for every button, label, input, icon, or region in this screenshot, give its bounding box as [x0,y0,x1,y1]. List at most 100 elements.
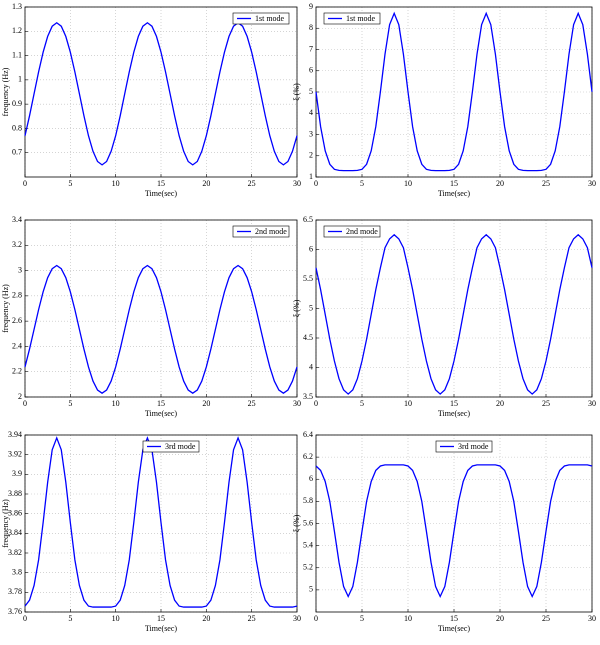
x-tick-label: 10 [112,179,120,188]
x-axis-label: Time(sec) [438,409,470,418]
x-tick-label: 0 [23,179,27,188]
y-tick-label: 0.7 [12,148,22,157]
x-tick-label: 5 [360,179,364,188]
legend-label: 1st mode [255,14,285,23]
x-tick-label: 20 [496,399,504,408]
legend-box [323,225,381,238]
y-tick-label: 6 [309,66,313,75]
x-tick-label: 30 [588,614,596,623]
y-tick-label: 5.2 [303,563,313,572]
y-tick-label: 3.76 [8,607,22,616]
y-axis-label: frequency (Hz) [1,67,10,116]
y-tick-label: 6.4 [303,430,313,439]
x-axis-label: Time(sec) [438,624,470,633]
legend-label: 3rd mode [165,442,196,451]
x-tick-label: 25 [542,399,550,408]
x-tick-label: 25 [248,614,256,623]
y-tick-label: 6 [309,474,313,483]
x-tick-label: 0 [23,399,27,408]
x-tick-label: 10 [404,179,412,188]
x-tick-label: 10 [112,399,120,408]
data-line [315,464,593,599]
y-tick-label: 2 [309,151,313,160]
legend-label: 3rd mode [458,442,489,451]
y-tick-label: 3 [309,129,313,138]
data-line [24,436,298,608]
axes-frame [24,6,298,178]
x-axis-label: Time(sec) [145,189,177,198]
subplot: 0 5 10 15 20 25 30 2 2.2 2.4 2.6 2.8 3 3.2 3.4 Time(sec… [1,215,301,418]
y-tick-label: 8 [309,23,313,32]
x-tick-label: 10 [404,614,412,623]
y-tick-label: 2.6 [12,316,22,325]
y-tick-label: 1.1 [12,50,22,59]
x-tick-label: 25 [248,179,256,188]
axes-frame [315,434,593,613]
y-tick-label: 3.8 [12,567,22,576]
y-tick-label: 1.3 [12,2,22,11]
x-tick-label: 25 [542,614,550,623]
x-tick-label: 30 [293,399,301,408]
y-tick-label: 5.8 [303,496,313,505]
y-tick-label: 2.4 [12,341,22,350]
x-tick-label: 20 [496,179,504,188]
legend-label: 2nd mode [346,227,378,236]
data-line [315,233,593,395]
data-line [24,21,298,166]
legend-box [232,12,290,25]
y-tick-label: 5 [309,303,313,312]
legend-box [435,440,493,453]
subplot: 0 5 10 15 20 25 30 0.7 0.8 0.9 1 1.1 1.2 1.3 Time(sec)… [1,2,301,198]
y-axis-label: ξ (%) [292,299,301,317]
x-tick-label: 5 [68,179,72,188]
x-tick-label: 5 [360,614,364,623]
x-tick-label: 15 [157,179,165,188]
y-tick-label: 3.94 [8,430,22,439]
x-tick-label: 5 [68,614,72,623]
legend-box [323,12,381,25]
x-tick-label: 0 [314,179,318,188]
y-tick-label: 9 [309,2,313,11]
x-tick-label: 20 [202,179,210,188]
legend-box [142,440,200,453]
y-tick-label: 6.2 [303,452,313,461]
y-axis-label: ξ (%) [292,83,301,101]
data-line [315,11,593,172]
legend-box [232,225,290,238]
y-tick-label: 3.84 [8,528,22,537]
data-line [24,264,298,395]
y-tick-label: 7 [309,44,313,53]
legend-label: 2nd mode [255,227,287,236]
x-tick-label: 0 [314,614,318,623]
y-tick-label: 1 [309,172,313,181]
x-tick-label: 10 [404,399,412,408]
subplot: 0 5 10 15 20 25 30 5 5.2 5.4 5.6 5.8 6 6.2 6.4 Time(sec… [292,430,596,633]
axes-frame [24,219,298,398]
x-tick-label: 20 [496,614,504,623]
y-tick-label: 6 [309,244,313,253]
legend-label: 1st mode [346,14,376,23]
y-tick-label: 5 [309,87,313,96]
y-tick-label: 3.9 [12,469,22,478]
x-tick-label: 25 [542,179,550,188]
y-tick-label: 2.8 [12,291,22,300]
y-tick-label: 5.5 [303,274,313,283]
x-tick-label: 10 [112,614,120,623]
x-tick-label: 5 [68,399,72,408]
x-tick-label: 15 [450,399,458,408]
y-axis-label: frequency (Hz) [1,284,10,333]
y-axis-label: ξ (%) [292,514,301,532]
y-tick-label: 4.5 [303,333,313,342]
x-tick-label: 0 [314,399,318,408]
x-axis-label: Time(sec) [438,189,470,198]
x-axis-label: Time(sec) [145,409,177,418]
x-tick-label: 15 [157,399,165,408]
y-tick-label: 3.88 [8,489,22,498]
y-axis-label: frequency (Hz) [1,499,10,548]
x-tick-label: 25 [248,399,256,408]
y-tick-label: 3.2 [12,240,22,249]
x-axis-label: Time(sec) [145,624,177,633]
